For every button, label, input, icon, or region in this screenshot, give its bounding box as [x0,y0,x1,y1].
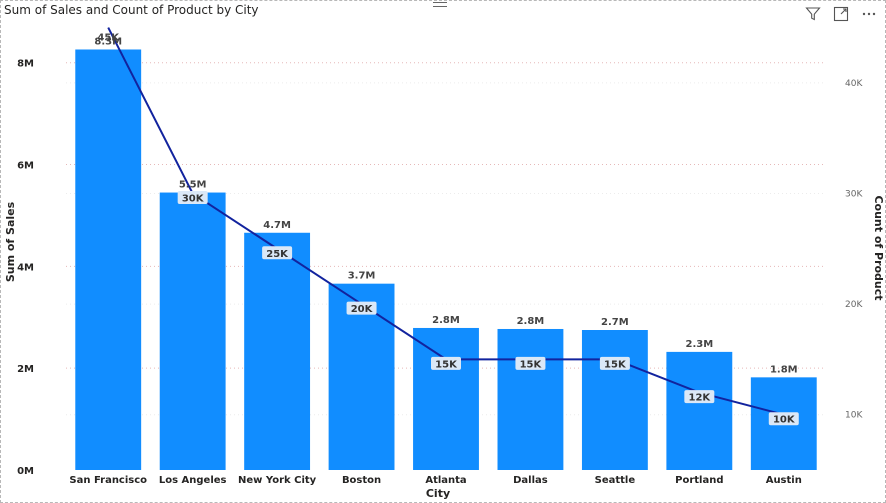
x-tick-label: New York City [238,475,317,486]
y-axis-right: 10K 20K 30K 40K [845,79,863,421]
line-data-label: 20K [351,304,374,315]
filter-icon[interactable] [804,5,822,23]
bar[interactable] [581,330,648,470]
x-axis: San Francisco Los Angeles New York City Bos… [69,475,801,486]
line-data-label: 30K [182,193,205,204]
x-tick-label: Boston [342,475,381,486]
y-tick-label: 6M [17,161,34,172]
line-data-label-bg [599,356,630,370]
y-tick-label: 4M [17,262,34,273]
x-tick-label: San Francisco [69,475,147,486]
x-tick-label: Austin [766,475,802,486]
line-data-label-bg [431,356,461,370]
bar-data-label: 1.8M [770,364,798,375]
bar-data-label: 3.7M [348,271,376,282]
visual-header-toolbar [804,5,878,23]
bar-data-label: 2.8M [432,315,460,326]
y-tick-label: 0M [17,466,34,477]
line-data-label: 15K [435,359,458,370]
bar-data-label: 2.7M [601,317,629,328]
line-data-label-bg [515,356,546,370]
x-tick-label: Dallas [513,475,548,486]
y-tick-label: 2M [17,364,34,375]
bar[interactable] [328,283,395,470]
x-tick-label: Portland [675,475,723,486]
bar[interactable] [75,49,142,471]
bar-series [75,49,817,471]
line-data-label: 15K [604,359,627,370]
bar-data-label: 8.3M [94,36,122,47]
y2-tick-label: 10K [845,411,863,421]
line-data-labels: 45K 30K 25K 20K 15K 15K 15K 12K 10K [97,33,799,426]
line-data-label: 10K [773,415,796,426]
line-data-label-bg [768,412,799,426]
line-data-label: 12K [688,393,711,404]
bar-data-label: 5.5M [179,180,207,191]
line-data-label: 45K [97,33,120,44]
bar-data-labels: 8.3M 5.5M 4.7M 3.7M 2.8M 2.8M 2.7M 2.3M 1.8M [94,36,797,375]
bar[interactable] [497,328,564,470]
more-options-icon[interactable] [860,5,878,23]
bar[interactable] [413,327,479,470]
drag-handle[interactable] [433,2,447,7]
line-data-label: 15K [520,359,543,370]
y2-tick-label: 30K [845,189,863,199]
x-tick-label: Seattle [595,475,636,486]
line-data-label-bg [177,190,208,204]
y-axis-title: Sum of Sales [4,201,17,282]
y-axis-left: 0M 2M 4M 6M 8M [17,59,34,477]
focus-mode-icon[interactable] [832,5,850,23]
bar-data-label: 4.7M [263,220,291,231]
bar[interactable] [159,192,226,470]
chart-title: Sum of Sales and Count of Product by Cit… [4,3,259,17]
y-tick-label: 8M [17,59,34,70]
bar[interactable] [244,232,311,470]
y2-tick-label: 20K [845,300,863,310]
line-data-label: 25K [266,249,289,260]
bar-data-label: 2.3M [685,339,713,350]
x-tick-label: Atlanta [425,475,466,486]
x-tick-label: Los Angeles [159,475,227,486]
line-data-label-bg [346,301,377,315]
line-data-label-bg [262,246,293,260]
y2-tick-label: 40K [845,79,863,89]
y2-axis-title: Count of Product [872,195,885,300]
x-axis-title: City [426,487,450,500]
line-data-label-bg [684,390,715,404]
bar[interactable] [666,351,733,470]
bar-data-label: 2.8M [517,316,545,327]
